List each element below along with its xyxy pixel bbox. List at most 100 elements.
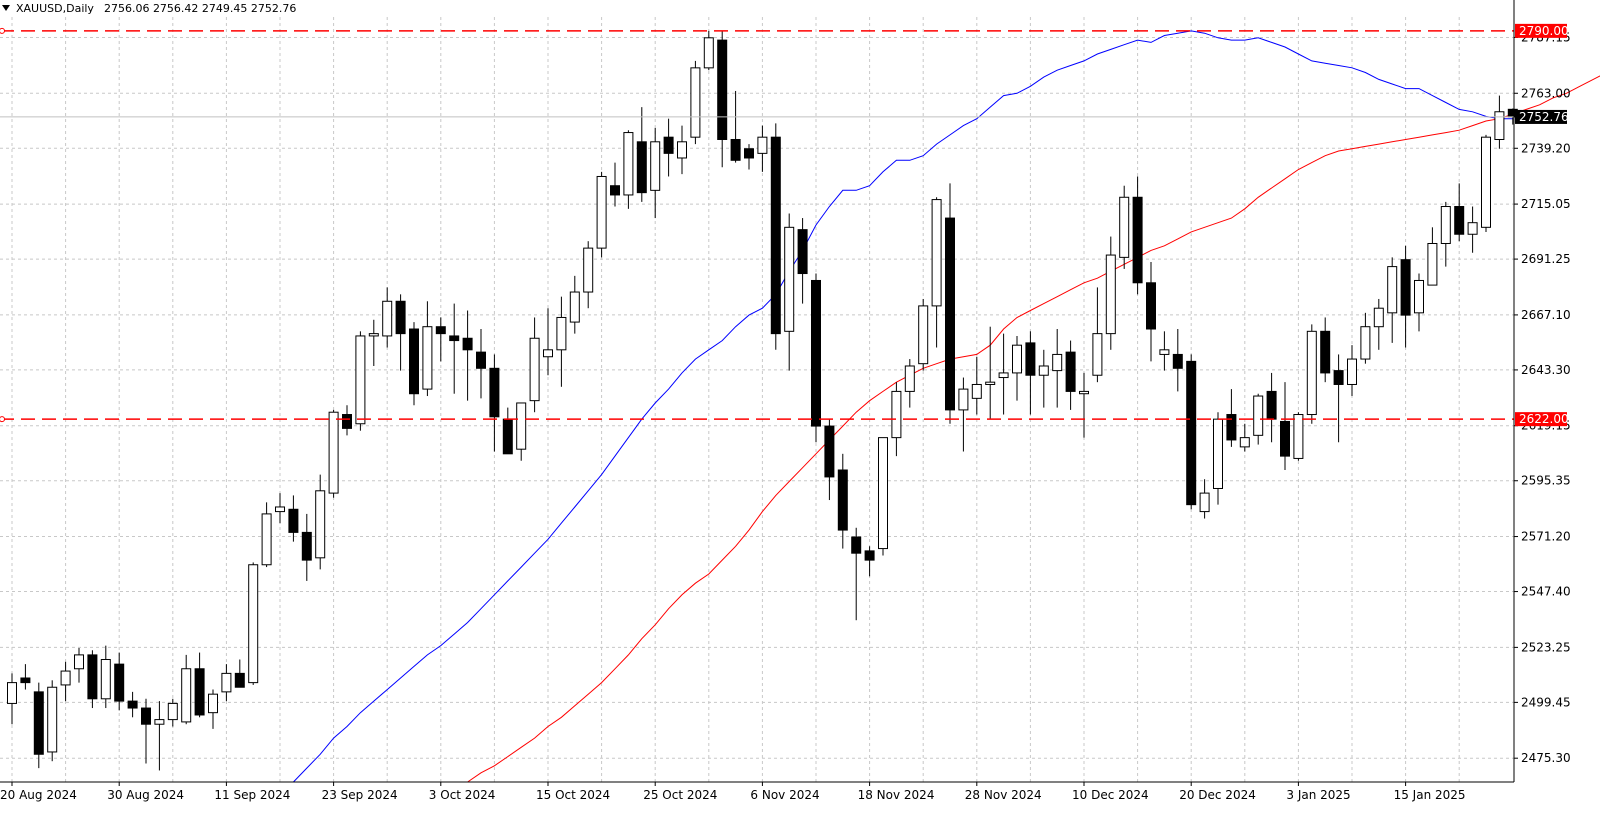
candle bbox=[516, 402, 527, 461]
bull-candle-body bbox=[1092, 333, 1103, 376]
x-tick-label: 15 Oct 2024 bbox=[536, 788, 610, 802]
candle bbox=[650, 127, 661, 219]
level-price-tag-label: 2790.00 bbox=[1519, 24, 1569, 38]
candle bbox=[1226, 389, 1237, 447]
bull-candle-body bbox=[650, 141, 661, 191]
candle bbox=[20, 664, 31, 690]
x-tick-label: 15 Jan 2025 bbox=[1394, 788, 1466, 802]
bear-candle-body bbox=[234, 672, 245, 688]
x-tick-label: 23 Sep 2024 bbox=[322, 788, 398, 802]
candle bbox=[409, 322, 419, 406]
bear-candle-body bbox=[1280, 420, 1290, 457]
candle bbox=[824, 419, 835, 501]
bull-candle-body bbox=[1199, 492, 1210, 513]
bull-candle-body bbox=[261, 513, 272, 566]
bull-candle-body bbox=[1306, 330, 1317, 416]
bull-candle-body bbox=[1105, 254, 1116, 335]
bear-candle-body bbox=[1400, 259, 1411, 316]
bear-candle-body bbox=[449, 335, 460, 342]
candle bbox=[1146, 261, 1156, 362]
x-tick-label: 20 Aug 2024 bbox=[0, 788, 77, 802]
candle bbox=[261, 502, 272, 568]
candles bbox=[7, 30, 1518, 771]
candle bbox=[985, 326, 996, 420]
candle bbox=[476, 329, 486, 399]
bull-candle-body bbox=[60, 670, 71, 686]
bear-candle-body bbox=[1025, 342, 1036, 376]
candle bbox=[1012, 335, 1022, 401]
bull-candle-body bbox=[1052, 353, 1063, 372]
bear-candle-body bbox=[1132, 196, 1143, 284]
candle bbox=[945, 183, 955, 424]
level-price-tag-label: 2622.00 bbox=[1519, 412, 1569, 426]
candle bbox=[904, 359, 915, 408]
bull-candle-body bbox=[1159, 349, 1170, 355]
y-tick-label: 2643.30 bbox=[1521, 363, 1571, 377]
bull-candle-body bbox=[355, 335, 366, 425]
bull-candle-body bbox=[596, 175, 607, 249]
x-tick-label: 11 Sep 2024 bbox=[214, 788, 290, 802]
bull-candle-body bbox=[918, 305, 929, 365]
chart-menu-triangle-icon[interactable] bbox=[2, 5, 10, 11]
bull-candle-body bbox=[1494, 111, 1505, 140]
bull-candle-body bbox=[985, 381, 996, 385]
bear-candle-body bbox=[851, 536, 862, 554]
bull-candle-body bbox=[1387, 266, 1398, 314]
candle bbox=[690, 60, 701, 145]
candle bbox=[342, 405, 352, 436]
bear-candle-body bbox=[744, 148, 754, 159]
bear-candle-body bbox=[489, 367, 500, 418]
bull-candle-body bbox=[1213, 418, 1223, 489]
bull-candle-body bbox=[1239, 437, 1250, 448]
bull-candle-body bbox=[529, 337, 540, 402]
candle bbox=[1494, 95, 1505, 149]
candle bbox=[248, 562, 259, 685]
x-tick-label: 25 Oct 2024 bbox=[643, 788, 717, 802]
candle bbox=[918, 298, 929, 371]
bear-candle-body bbox=[20, 677, 31, 684]
bear-candle-body bbox=[435, 326, 446, 335]
candle bbox=[33, 682, 44, 769]
bull-candle-body bbox=[931, 199, 942, 307]
bull-candle-body bbox=[1360, 326, 1371, 360]
bear-candle-body bbox=[1226, 414, 1237, 441]
bear-candle-body bbox=[194, 668, 205, 716]
bear-candle-body bbox=[824, 425, 835, 478]
bear-candle-body bbox=[945, 217, 955, 411]
x-tick-label: 20 Dec 2024 bbox=[1179, 788, 1256, 802]
candle bbox=[382, 287, 393, 348]
bull-candle-body bbox=[1481, 136, 1491, 228]
bull-candle-body bbox=[1373, 307, 1384, 328]
bear-candle-body bbox=[33, 691, 44, 755]
bull-candle-body bbox=[74, 654, 84, 670]
bear-candle-body bbox=[837, 469, 848, 531]
candle bbox=[757, 125, 768, 172]
level-lines[interactable] bbox=[0, 27, 1514, 423]
bull-candle-body bbox=[623, 132, 634, 196]
bear-candle-body bbox=[301, 531, 312, 561]
bear-candle-body bbox=[1454, 206, 1465, 235]
current-price-tag-label: 2752.76 bbox=[1519, 110, 1569, 124]
candle bbox=[891, 382, 902, 457]
bull-candle-body bbox=[904, 365, 915, 392]
y-axis-labels: 2475.30 2499.45 2523.25 2547.40 2571.20 2595.… bbox=[1521, 30, 1571, 765]
candle bbox=[543, 308, 553, 376]
bull-candle-body bbox=[1012, 344, 1022, 374]
bear-candle-body bbox=[1320, 330, 1331, 374]
candle bbox=[288, 495, 299, 542]
candle bbox=[449, 303, 460, 394]
bear-candle-body bbox=[87, 654, 98, 700]
bull-candle-body bbox=[1440, 206, 1451, 244]
bull-candle-body bbox=[677, 141, 687, 159]
bull-candle-body bbox=[154, 719, 165, 725]
y-tick-label: 2523.25 bbox=[1521, 640, 1571, 654]
bear-candle-body bbox=[663, 136, 674, 154]
candle bbox=[114, 652, 125, 711]
bear-candle-body bbox=[127, 700, 138, 709]
candle bbox=[100, 645, 111, 709]
candle bbox=[556, 296, 567, 387]
bear-candle-body bbox=[610, 185, 620, 196]
y-tick-label: 2499.45 bbox=[1521, 695, 1571, 709]
candle bbox=[1038, 349, 1049, 408]
